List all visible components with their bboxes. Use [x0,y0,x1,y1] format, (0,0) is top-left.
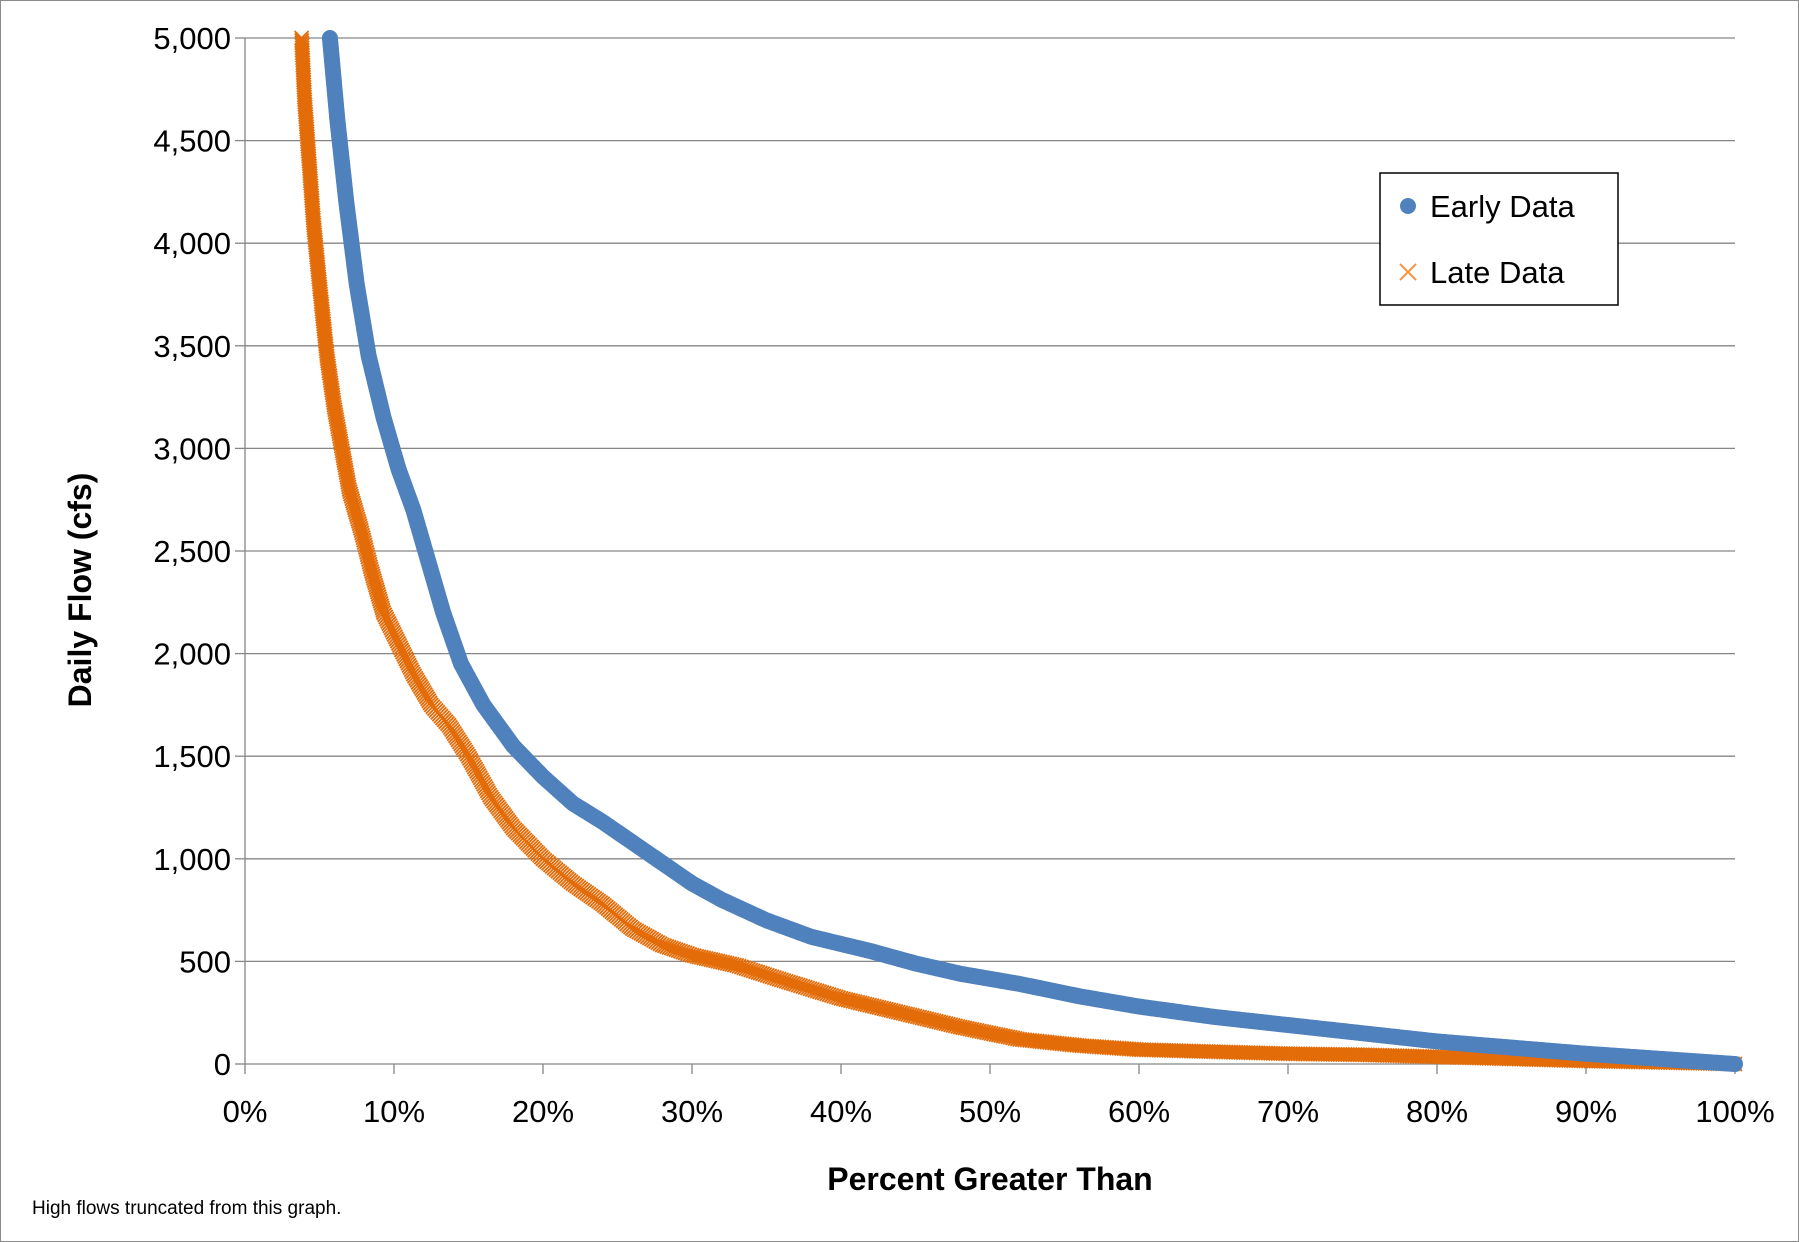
y-tick-label: 5,000 [153,21,231,56]
legend-label-early: Early Data [1430,189,1575,224]
x-tick-label: 40% [810,1094,872,1129]
y-tick-label: 0 [214,1047,231,1082]
y-tick-label: 4,000 [153,226,231,261]
legend-label-late: Late Data [1430,255,1565,290]
series-early-data [321,30,1743,1072]
early-data-point [1727,1056,1743,1072]
y-axis-title: Daily Flow (cfs) [62,473,98,708]
x-tick-label: 50% [959,1094,1021,1129]
x-tick-label: 80% [1406,1094,1468,1129]
x-tick-label: 0% [223,1094,268,1129]
data-series [293,30,1743,1072]
x-tick-label: 70% [1257,1094,1319,1129]
legend-marker-late [1399,263,1417,281]
footnote: High flows truncated from this graph. [32,1198,341,1219]
x-tick-label: 30% [661,1094,723,1129]
axes: 0 500 1,000 1,500 2,000 2,500 3,000 3,500 4,000 4… [153,21,1774,1129]
x-tick-label: 90% [1555,1094,1617,1129]
y-tick-label: 3,000 [153,431,231,466]
y-tick-label: 2,500 [153,534,231,569]
gridlines [245,37,1735,963]
x-tick-label: 60% [1108,1094,1170,1129]
legend-box [1379,172,1619,306]
x-tick-label: 20% [512,1094,574,1129]
x-axis-title: Percent Greater Than [827,1161,1152,1197]
y-tick-label: 3,500 [153,329,231,364]
x-tick-label: 100% [1695,1094,1774,1129]
y-tick-label: 1,500 [153,739,231,774]
legend-marker-early [1400,198,1416,214]
y-tick-label: 2,000 [153,637,231,672]
y-tick-label: 1,000 [153,842,231,877]
y-tick-label: 4,500 [153,124,231,159]
x-tick-label: 10% [363,1094,425,1129]
y-tick-label: 500 [179,944,231,979]
legend: Early Data Late Data [1379,172,1619,306]
